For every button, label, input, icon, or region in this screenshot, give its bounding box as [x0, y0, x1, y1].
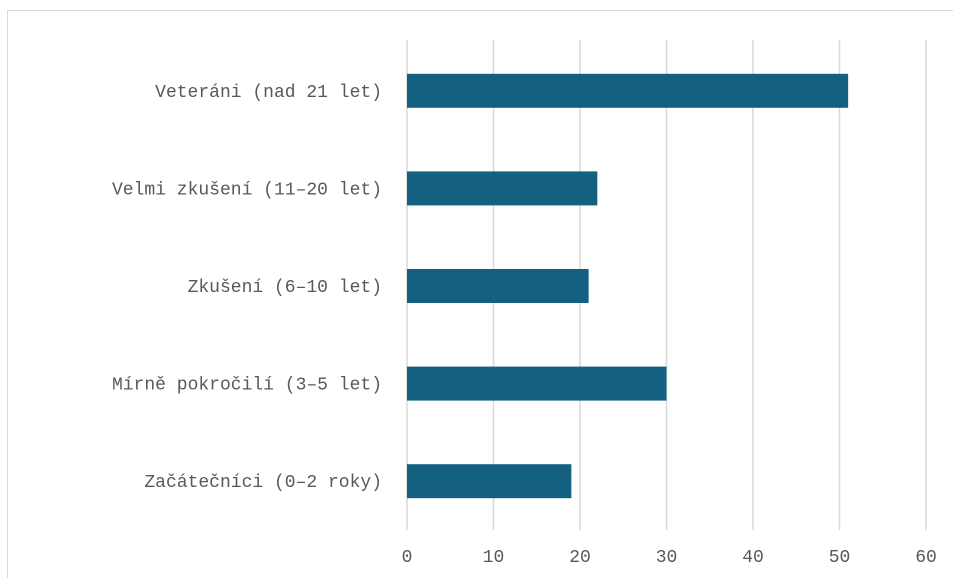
bar-1 [407, 73, 849, 108]
category-label-4: Mírně pokročilí (3–5 let) [112, 376, 382, 396]
x-tick-label-40: 40 [742, 548, 764, 568]
x-tick-label-30: 30 [656, 548, 678, 568]
x-tick-label-60: 60 [915, 548, 937, 568]
bar-2 [407, 171, 598, 206]
x-tick-label-20: 20 [569, 548, 591, 568]
category-labels: Veteráni (nad 21 let) Velmi zkušení (11–2… [112, 83, 382, 493]
category-label-3: Zkušení (6–10 let) [188, 278, 382, 298]
x-axis-tick-labels: 0 10 20 30 40 50 60 [402, 548, 937, 568]
x-tick-label-50: 50 [829, 548, 851, 568]
bar-5 [407, 464, 572, 499]
category-label-2: Velmi zkušení (11–20 let) [112, 180, 382, 200]
category-label-1: Veteráni (nad 21 let) [155, 83, 382, 103]
x-tick-label-10: 10 [483, 548, 505, 568]
x-tick-label-0: 0 [402, 548, 413, 568]
bar-4 [407, 366, 667, 401]
chart-frame [7, 10, 953, 578]
bar-3 [407, 269, 589, 303]
bars [407, 73, 849, 499]
category-label-5: Začátečníci (0–2 roky) [144, 473, 382, 493]
